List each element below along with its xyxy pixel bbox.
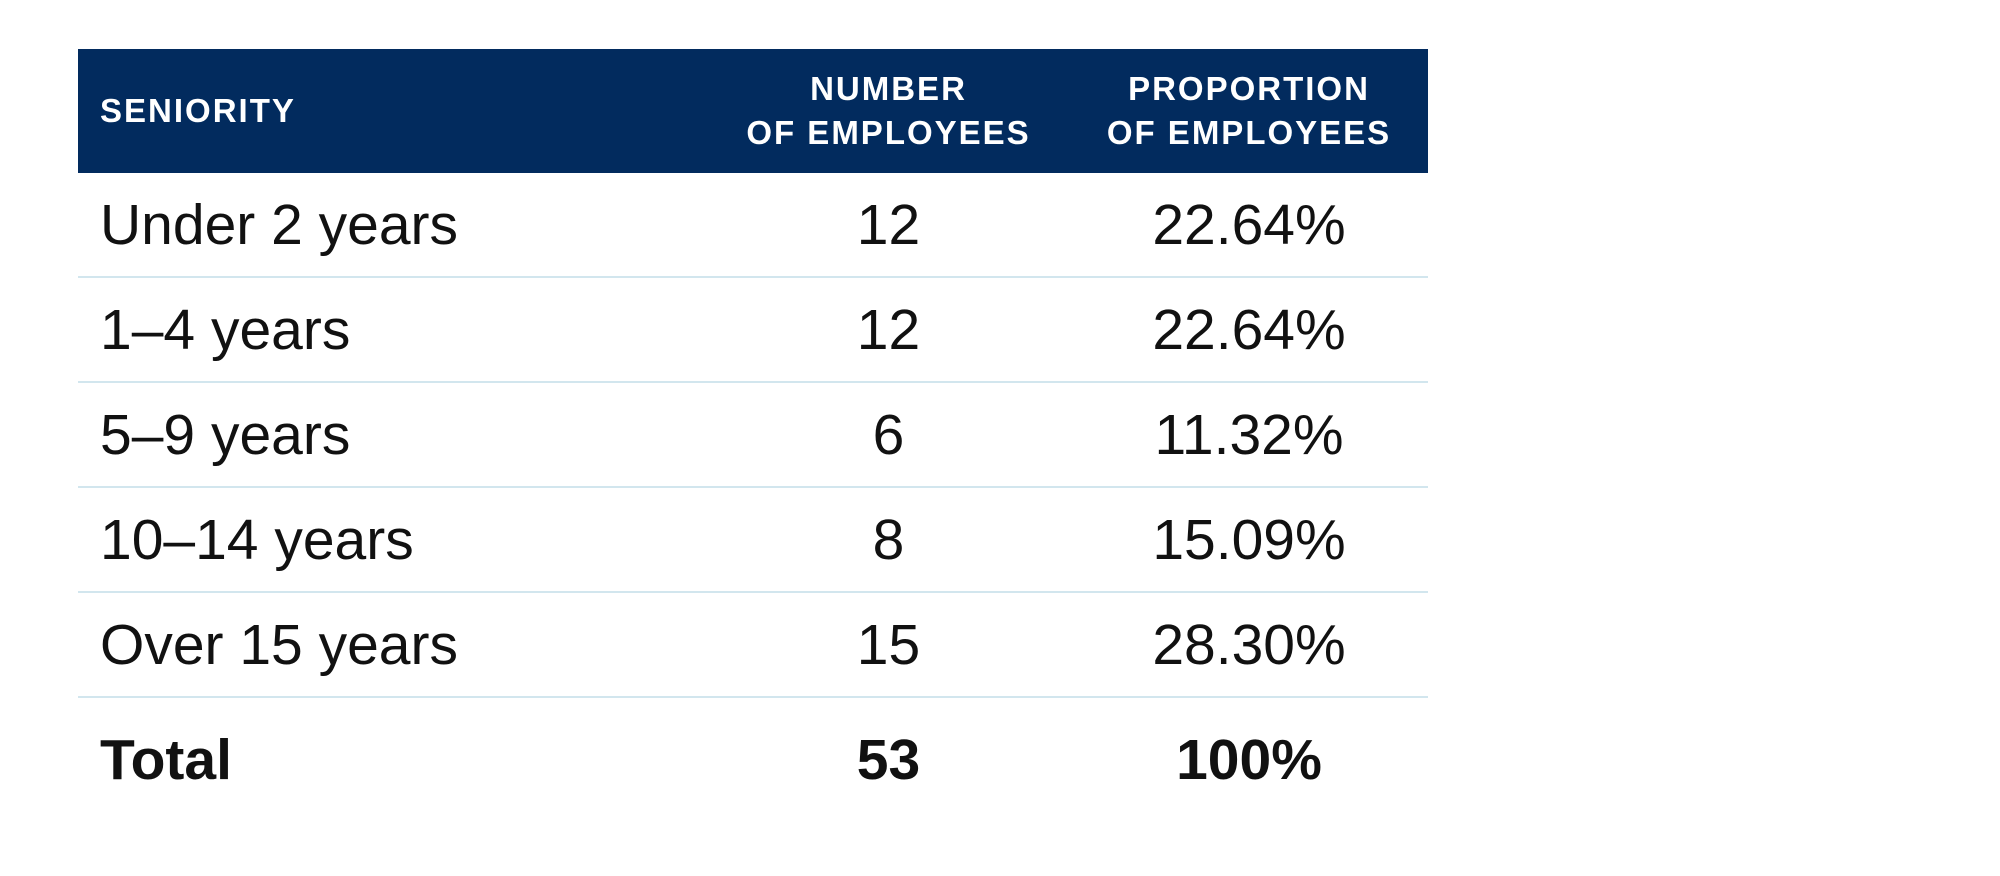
cell-seniority: 10–14 years	[78, 487, 707, 593]
header-number-line-1: NUMBER	[810, 70, 967, 107]
table-header-row: SENIORITY NUMBER OF EMPLOYEES PROPORTION…	[78, 49, 1428, 173]
cell-seniority: Over 15 years	[78, 592, 707, 698]
header-seniority-label: SENIORITY	[100, 92, 296, 129]
cell-proportion: 22.64%	[1070, 277, 1428, 383]
cell-number: 12	[707, 277, 1070, 383]
header-proportion-line-1: PROPORTION	[1128, 70, 1370, 107]
cell-number: 6	[707, 382, 1070, 488]
cell-seniority: Under 2 years	[78, 173, 707, 278]
cell-number: 15	[707, 592, 1070, 698]
seniority-table: SENIORITY NUMBER OF EMPLOYEES PROPORTION…	[78, 49, 1428, 822]
cell-seniority: 1–4 years	[78, 277, 707, 383]
table-row: Under 2 years 12 22.64%	[78, 173, 1428, 278]
cell-number: 12	[707, 173, 1070, 278]
total-row: Total 53 100%	[78, 697, 1428, 822]
cell-number: 8	[707, 487, 1070, 593]
total-number: 53	[856, 728, 921, 792]
cell-proportion: 28.30%	[1070, 592, 1428, 698]
table-row: Over 15 years 15 28.30%	[78, 592, 1428, 698]
table-row: 10–14 years 8 15.09%	[78, 487, 1428, 593]
header-number-of-employees: NUMBER OF EMPLOYEES	[707, 49, 1070, 173]
total-proportion: 100%	[1176, 728, 1322, 792]
header-seniority: SENIORITY	[78, 49, 707, 173]
seniority-table-container: SENIORITY NUMBER OF EMPLOYEES PROPORTION…	[78, 49, 1428, 822]
total-label: Total	[100, 728, 232, 792]
table-row: 5–9 years 6 11.32%	[78, 382, 1428, 488]
cell-proportion: 15.09%	[1070, 487, 1428, 593]
cell-seniority: 5–9 years	[78, 382, 707, 488]
header-number-line-2: OF EMPLOYEES	[746, 114, 1031, 151]
header-proportion-line-2: OF EMPLOYEES	[1106, 114, 1392, 151]
cell-proportion: 11.32%	[1070, 382, 1428, 488]
table-row: 1–4 years 12 22.64%	[78, 277, 1428, 383]
header-proportion-of-employees: PROPORTION OF EMPLOYEES	[1070, 49, 1428, 173]
cell-proportion: 22.64%	[1070, 173, 1428, 278]
